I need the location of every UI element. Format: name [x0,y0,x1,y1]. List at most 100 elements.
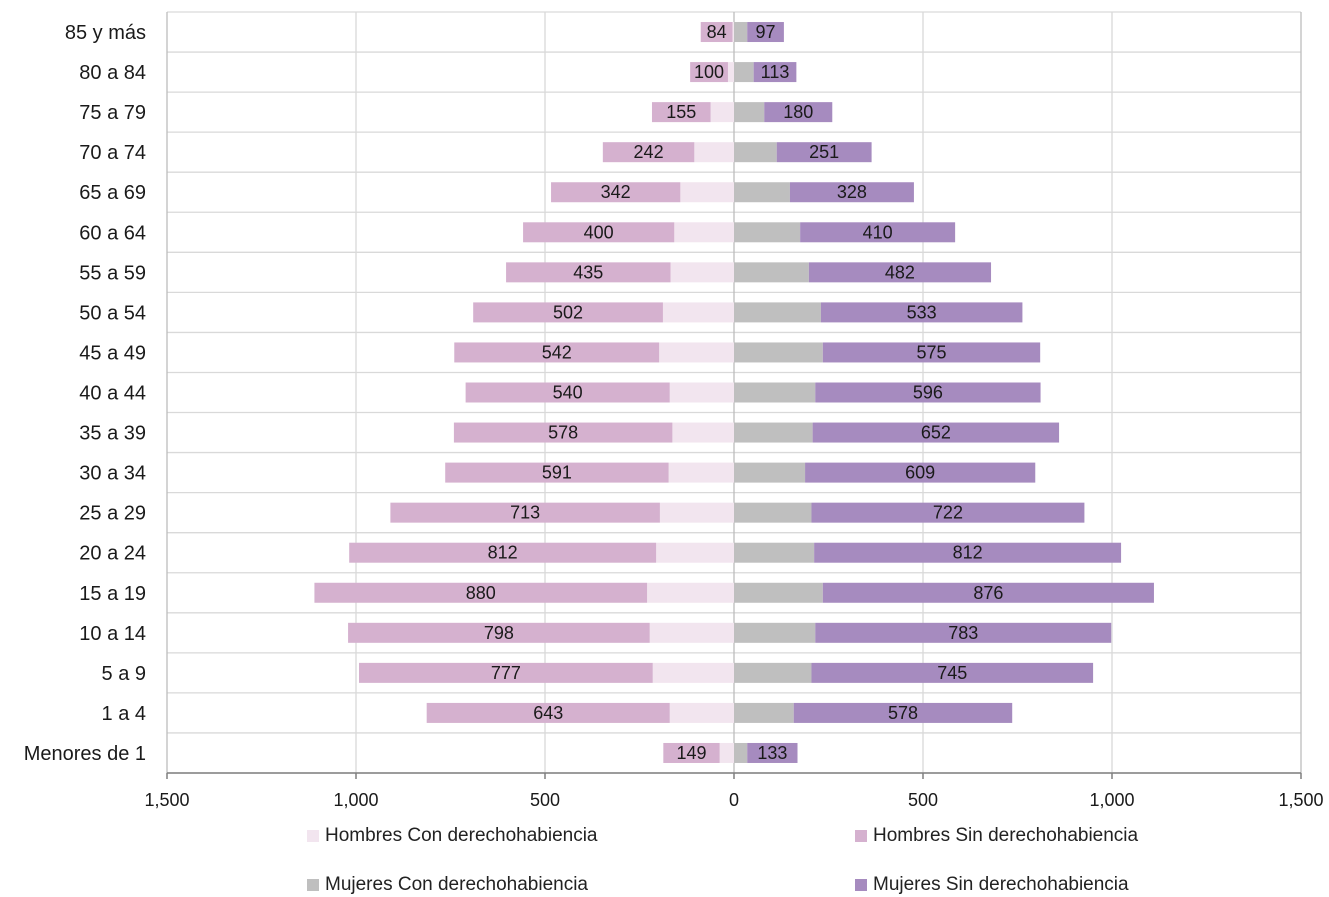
y-tick-label: 80 a 84 [79,62,146,84]
legend-label: Hombres Sin derechohabiencia [873,825,1139,846]
data-label-mujeres-sin: 876 [973,583,1003,603]
y-tick-label: 1 a 4 [102,703,146,725]
data-label-hombres-sin: 435 [573,262,603,282]
data-labels: 84 97 100 113 155 180 242 251 342 328 400 410 435 482… [466,22,1004,763]
x-tick-label: 500 [908,790,938,810]
bar-hombres-con [669,382,734,403]
bar-hombres-con [652,662,734,683]
bar-hombres-sin [359,662,653,683]
bar-hombres-con [656,542,734,563]
bar-mujeres-con [734,302,821,323]
bar-hombres-sin [651,102,711,123]
bar-mujeres-sin [753,62,797,83]
bar-mujeres-con [734,582,823,603]
data-label-mujeres-sin: 533 [907,302,937,322]
bar-hombres-con [710,102,734,123]
data-label-hombres-sin: 502 [553,302,583,322]
x-tick-label: 0 [729,790,739,810]
data-label-mujeres-sin: 578 [888,703,918,723]
bar-hombres-sin [465,382,670,403]
legend-swatch [855,830,867,842]
data-label-hombres-sin: 242 [634,142,664,162]
bar-mujeres-con [734,622,816,643]
bar-hombres-sin [314,582,648,603]
data-label-mujeres-sin: 180 [783,102,813,122]
bar-mujeres-con [734,382,816,403]
bar-hombres-sin [445,462,669,483]
bar-hombres-sin [473,302,663,323]
y-tick-label: 50 a 54 [79,302,146,324]
bar-hombres-con [732,22,734,43]
bar-mujeres-sin [800,222,956,243]
data-label-hombres-sin: 342 [601,182,631,202]
bar-hombres-sin [506,262,671,283]
bar-mujeres-sin [793,702,1013,723]
bar-hombres-con [672,422,734,443]
y-tick-label: Menores de 1 [24,743,146,765]
bar-mujeres-con [734,142,777,163]
bar-mujeres-sin [815,382,1041,403]
y-tick-label: 40 a 44 [79,383,146,405]
bar-hombres-sin [390,502,660,523]
bar-hombres-sin [700,22,733,43]
bar-hombres-con [719,742,734,763]
legend-label: Mujeres Sin derechohabiencia [873,874,1129,895]
bar-mujeres-sin [811,662,1094,683]
bar-hombres-sin [454,342,660,363]
data-label-hombres-sin: 713 [510,503,540,523]
bar-mujeres-con [734,542,815,563]
data-label-mujeres-sin: 596 [913,383,943,403]
data-label-mujeres-sin: 133 [757,743,787,763]
bar-mujeres-con [734,182,790,203]
data-label-mujeres-sin: 609 [905,463,935,483]
legend-item-mujeres-sin: Mujeres Sin derechohabiencia [855,874,1129,896]
bar-hombres-con [669,702,734,723]
bars [314,22,1154,763]
y-tick-label: 30 a 34 [79,463,146,485]
bar-mujeres-sin [747,742,798,763]
bar-mujeres-sin [812,422,1060,443]
bar-hombres-sin [426,702,670,723]
bar-hombres-sin [348,622,650,643]
bar-hombres-con [674,222,734,243]
x-tick-label: 1,500 [1278,790,1323,810]
bar-mujeres-sin [805,462,1036,483]
bar-hombres-con [727,62,734,83]
bar-mujeres-sin [811,502,1085,523]
bar-hombres-con [659,342,734,363]
bar-hombres-sin [690,62,728,83]
bar-mujeres-con [734,422,813,443]
legend-item-hombres-con: Hombres Con derechohabiencia [307,825,598,847]
y-tick-label: 20 a 24 [79,543,146,565]
data-label-hombres-sin: 540 [553,383,583,403]
data-label-hombres-sin: 542 [542,342,572,362]
bar-mujeres-con [734,22,748,43]
bar-mujeres-con [734,102,765,123]
bar-mujeres-con [734,702,794,723]
bar-hombres-sin [523,222,675,243]
bar-mujeres-con [734,502,812,523]
bar-hombres-sin [602,142,695,163]
y-tick-label: 10 a 14 [79,623,146,645]
legend-swatch [855,879,867,891]
bar-mujeres-sin [747,22,784,43]
x-tick-label: 500 [530,790,560,810]
y-tick-label: 25 a 29 [79,503,146,525]
bar-hombres-con [670,262,734,283]
y-tick-label: 75 a 79 [79,102,146,124]
bar-hombres-con [649,622,734,643]
legend-item-mujeres-con: Mujeres Con derechohabiencia [307,874,588,896]
data-label-mujeres-sin: 410 [863,222,893,242]
bar-mujeres-con [734,462,806,483]
data-label-mujeres-sin: 113 [761,62,790,82]
bar-mujeres-con [734,662,812,683]
y-tick-label: 45 a 49 [79,342,146,364]
data-label-hombres-sin: 400 [584,222,614,242]
bar-hombres-con [647,582,734,603]
data-label-hombres-sin: 591 [542,463,572,483]
x-tick-label: 1,000 [1089,790,1134,810]
bar-hombres-con [694,142,734,163]
bar-hombres-con [662,302,734,323]
data-label-hombres-sin: 84 [707,22,727,42]
